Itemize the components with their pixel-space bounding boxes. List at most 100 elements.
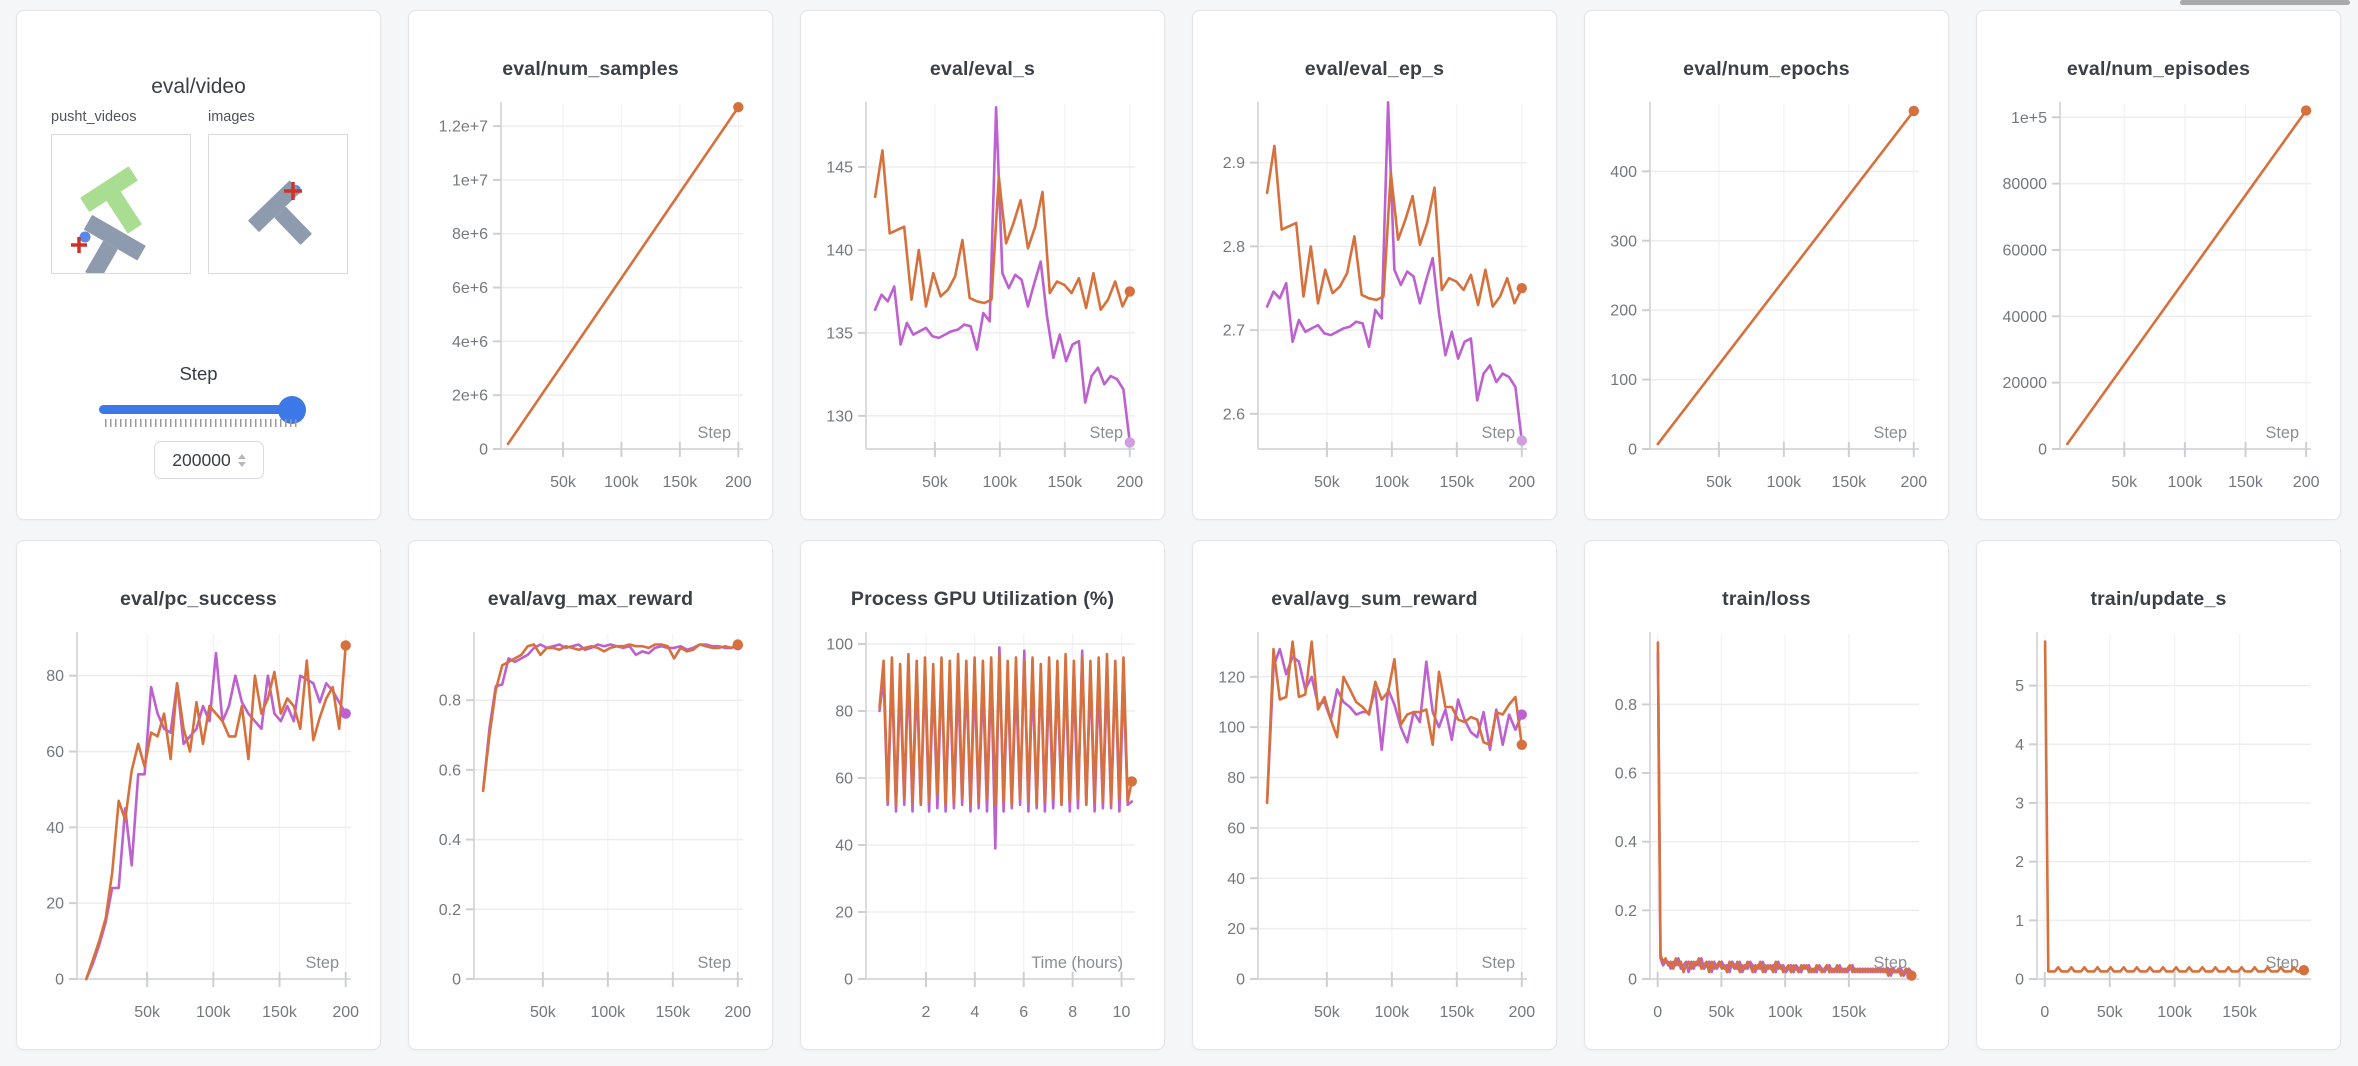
svg-text:100: 100 bbox=[826, 637, 853, 654]
video-thumbnail-images[interactable] bbox=[208, 134, 348, 274]
chart-canvas[interactable]: 0 1 2 3 4 5 0 50k 100k 150k Step bbox=[1977, 541, 2342, 1051]
svg-text:Step: Step bbox=[1482, 954, 1516, 972]
panel-eval-pc-success: eval/pc_success 0 20 40 60 80 50k 100k 150k 200 S… bbox=[16, 540, 381, 1050]
svg-text:1e+7: 1e+7 bbox=[452, 172, 488, 189]
svg-text:150k: 150k bbox=[262, 1004, 298, 1021]
chart-canvas[interactable]: 0 20 40 60 80 100 120 50k 100k 150k 200 Step bbox=[1193, 541, 1558, 1051]
svg-text:2.6: 2.6 bbox=[1223, 406, 1245, 423]
horizontal-scrollbar-thumb[interactable] bbox=[2180, 0, 2350, 5]
svg-text:80: 80 bbox=[1227, 770, 1245, 787]
images-scene-icon bbox=[248, 180, 312, 245]
svg-text:50k: 50k bbox=[550, 474, 577, 491]
svg-text:100k: 100k bbox=[590, 1004, 626, 1021]
panel-grid: eval/video pusht_videos images bbox=[16, 10, 2341, 1050]
stepper-arrows-icon[interactable] bbox=[237, 453, 246, 467]
step-slider-label: Step bbox=[179, 363, 218, 384]
svg-text:100k: 100k bbox=[1768, 1004, 1804, 1021]
panel-eval-num-samples: eval/num_samples 0 2e+6 4e+6 6e+6 8e+6 1e+7 1.… bbox=[408, 10, 773, 520]
svg-text:100k: 100k bbox=[1374, 1004, 1410, 1021]
step-number-input[interactable]: 200000 bbox=[154, 441, 264, 479]
svg-text:0: 0 bbox=[1628, 442, 1637, 459]
step-slider-track[interactable] bbox=[99, 405, 301, 414]
svg-text:6e+6: 6e+6 bbox=[452, 280, 488, 297]
svg-text:200: 200 bbox=[725, 474, 752, 491]
svg-text:60: 60 bbox=[1227, 820, 1245, 837]
svg-text:100: 100 bbox=[1218, 720, 1245, 737]
svg-text:200: 200 bbox=[1900, 474, 1927, 491]
svg-text:60: 60 bbox=[46, 744, 64, 761]
svg-text:100k: 100k bbox=[1766, 474, 1802, 491]
svg-text:40: 40 bbox=[1227, 871, 1245, 888]
chart-title: eval/eval_ep_s bbox=[1304, 58, 1445, 80]
svg-text:300: 300 bbox=[1610, 233, 1637, 250]
svg-text:3: 3 bbox=[2015, 795, 2024, 812]
chart-canvas[interactable]: 0 20 40 60 80 50k 100k 150k 200 Step bbox=[17, 541, 382, 1051]
chart-title: eval/avg_sum_reward bbox=[1271, 588, 1478, 610]
svg-text:150k: 150k bbox=[1439, 1004, 1475, 1021]
svg-text:0: 0 bbox=[55, 972, 64, 989]
svg-text:0: 0 bbox=[1236, 972, 1245, 989]
svg-text:10: 10 bbox=[1113, 1004, 1131, 1021]
chart-canvas[interactable]: 130 135 140 145 50k 100k 150k 200 Step bbox=[801, 11, 1166, 521]
svg-text:50k: 50k bbox=[134, 1004, 161, 1021]
svg-text:4: 4 bbox=[2015, 737, 2024, 754]
svg-text:100k: 100k bbox=[1374, 474, 1410, 491]
svg-text:400: 400 bbox=[1610, 164, 1637, 181]
video-key-label-images: images bbox=[208, 109, 255, 125]
svg-text:4: 4 bbox=[970, 1004, 979, 1021]
chart-canvas[interactable]: 0 0.2 0.4 0.6 0.8 50k 100k 150k 200 Step bbox=[409, 541, 774, 1051]
svg-text:150k: 150k bbox=[1831, 474, 1867, 491]
svg-text:Step: Step bbox=[698, 424, 732, 442]
svg-text:50k: 50k bbox=[1314, 474, 1341, 491]
chart-title: eval/pc_success bbox=[120, 588, 277, 610]
chart-title: eval/num_epochs bbox=[1683, 58, 1850, 80]
svg-text:130: 130 bbox=[826, 408, 853, 425]
agent-dot-icon bbox=[79, 231, 91, 243]
svg-text:150k: 150k bbox=[1832, 1004, 1868, 1021]
svg-text:140: 140 bbox=[826, 242, 853, 259]
chart-canvas[interactable]: 2.6 2.7 2.8 2.9 50k 100k 150k 200 Step bbox=[1193, 11, 1558, 521]
chart-canvas[interactable]: 0 20 40 60 80 100 2 4 6 8 10 Time (hours) bbox=[801, 541, 1166, 1051]
video-key-label-pusht-videos: pusht_videos bbox=[51, 109, 137, 125]
chart-canvas[interactable]: 0 2e+6 4e+6 6e+6 8e+6 1e+7 1.2e+7 50k 100k 150k 20… bbox=[409, 11, 774, 521]
svg-text:0.6: 0.6 bbox=[439, 762, 461, 779]
svg-text:Step: Step bbox=[1874, 424, 1908, 442]
svg-text:145: 145 bbox=[826, 160, 853, 177]
svg-text:1.2e+7: 1.2e+7 bbox=[439, 119, 488, 136]
svg-text:0.2: 0.2 bbox=[1615, 903, 1637, 920]
svg-text:0.8: 0.8 bbox=[439, 693, 461, 710]
panel-eval-num-epochs: eval/num_epochs 0 100 200 300 400 50k 100k 150k… bbox=[1584, 10, 1949, 520]
chart-title: eval/eval_s bbox=[929, 58, 1036, 80]
svg-text:0: 0 bbox=[844, 972, 853, 989]
pusht-scene-icon bbox=[71, 166, 146, 273]
svg-text:50k: 50k bbox=[2097, 1004, 2124, 1021]
svg-text:8e+6: 8e+6 bbox=[452, 226, 488, 243]
goal-cross-icon bbox=[284, 182, 302, 200]
svg-text:20: 20 bbox=[46, 896, 64, 913]
svg-text:100k: 100k bbox=[196, 1004, 232, 1021]
chart-canvas[interactable]: 0 20000 40000 60000 80000 1e+5 50k 100k 150k 200 S… bbox=[1977, 11, 2342, 521]
panel-eval-num-episodes: eval/num_episodes 0 20000 40000 60000 80000 1… bbox=[1976, 10, 2341, 520]
svg-text:0: 0 bbox=[479, 442, 488, 459]
svg-text:2.8: 2.8 bbox=[1223, 239, 1245, 256]
svg-text:2.7: 2.7 bbox=[1223, 323, 1245, 340]
svg-text:Step: Step bbox=[698, 954, 732, 972]
svg-text:0: 0 bbox=[2040, 1004, 2049, 1021]
svg-text:Step: Step bbox=[2266, 424, 2300, 442]
video-panel-title: eval/video bbox=[151, 75, 246, 98]
svg-text:0.6: 0.6 bbox=[1615, 766, 1637, 783]
video-thumbnail-pusht-videos[interactable] bbox=[51, 134, 191, 274]
svg-text:0: 0 bbox=[452, 972, 461, 989]
chart-title: train/loss bbox=[1722, 588, 1811, 610]
svg-text:20: 20 bbox=[1227, 921, 1245, 938]
svg-text:2: 2 bbox=[2015, 854, 2024, 871]
chart-canvas[interactable]: 0 100 200 300 400 50k 100k 150k 200 Step bbox=[1585, 11, 1950, 521]
svg-text:Time (hours): Time (hours) bbox=[1031, 954, 1123, 972]
svg-text:40: 40 bbox=[835, 838, 853, 855]
panel-eval-video: eval/video pusht_videos images bbox=[16, 10, 381, 520]
svg-text:8: 8 bbox=[1068, 1004, 1077, 1021]
svg-text:150k: 150k bbox=[2228, 474, 2264, 491]
svg-text:50k: 50k bbox=[922, 474, 949, 491]
svg-text:2.9: 2.9 bbox=[1223, 155, 1245, 172]
